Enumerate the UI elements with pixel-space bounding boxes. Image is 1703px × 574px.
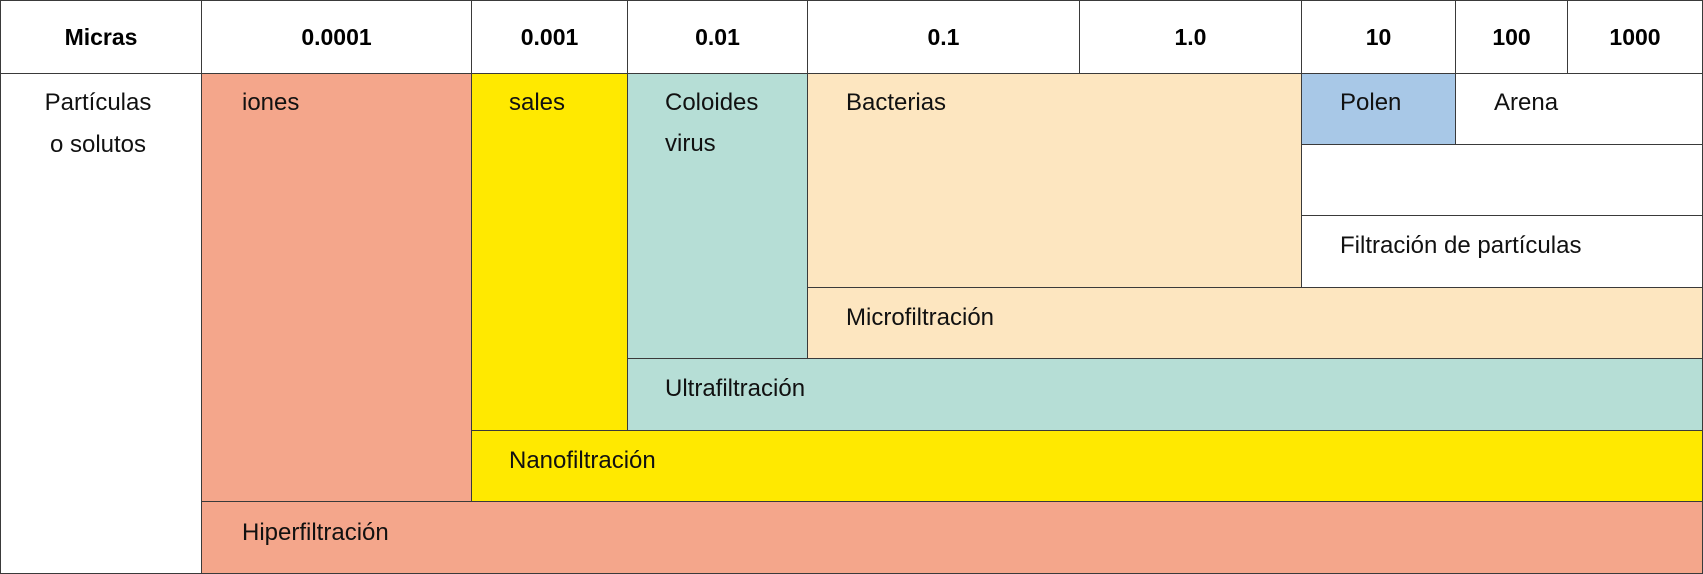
- hiperfiltracion-band: [201, 501, 1703, 574]
- label-arena: Arena: [1494, 89, 1559, 116]
- label-iones: iones: [242, 89, 300, 116]
- header-scale-5: 10: [1301, 0, 1456, 74]
- header-scale-0: 0.0001: [201, 0, 472, 74]
- label-bacterias: Bacterias: [846, 89, 947, 116]
- label-filtracion-particulas: Filtración de partículas: [1340, 232, 1582, 259]
- header-scale-label: 0.01: [695, 23, 740, 50]
- sales-block: [471, 73, 628, 431]
- header-micras-label: Micras: [64, 23, 138, 50]
- coloides-block: [627, 73, 808, 359]
- filtracion-particulas-block: [1301, 215, 1703, 288]
- row-label: Partículas o solutos: [18, 82, 178, 166]
- label-hiperfiltracion: Hiperfiltración: [242, 519, 389, 546]
- label-coloides: Coloides: [665, 89, 759, 116]
- header-scale-label: 1.0: [1174, 23, 1207, 50]
- label-nanofiltracion: Nanofiltración: [509, 447, 656, 474]
- header-scale-4: 1.0: [1079, 0, 1302, 74]
- polen-block: [1301, 73, 1456, 145]
- header-scale-label: 0.0001: [301, 23, 372, 50]
- label-ultrafiltracion: Ultrafiltración: [665, 375, 806, 402]
- empty-cell: [1301, 144, 1703, 216]
- header-scale-6: 100: [1455, 0, 1568, 74]
- ultrafiltracion-band: [627, 358, 1703, 431]
- header-scale-label: 0.001: [520, 23, 579, 50]
- header-scale-3: 0.1: [807, 0, 1080, 74]
- header-scale-1: 0.001: [471, 0, 628, 74]
- header-scale-7: 1000: [1567, 0, 1703, 74]
- label-microfiltracion: Microfiltración: [846, 304, 995, 331]
- header-scale-label: 0.1: [927, 23, 960, 50]
- header-scale-label: 1000: [1609, 23, 1661, 50]
- microfiltracion-band: [807, 287, 1703, 359]
- header-scale-label: 10: [1365, 23, 1392, 50]
- label-virus: virus: [665, 130, 716, 157]
- header-scale-label: 100: [1492, 23, 1531, 50]
- header-scale-2: 0.01: [627, 0, 808, 74]
- row-label-line2: o solutos: [49, 131, 147, 158]
- arena-block: [1455, 73, 1703, 145]
- row-label-line1: Partículas: [44, 89, 152, 116]
- label-polen: Polen: [1340, 89, 1402, 116]
- row-label-cell: [0, 73, 202, 574]
- nanofiltracion-band: [471, 430, 1703, 502]
- iones-block: [201, 73, 472, 502]
- label-sales: sales: [509, 89, 566, 116]
- header-micras: Micras: [0, 0, 202, 74]
- bacterias-block: [807, 73, 1302, 288]
